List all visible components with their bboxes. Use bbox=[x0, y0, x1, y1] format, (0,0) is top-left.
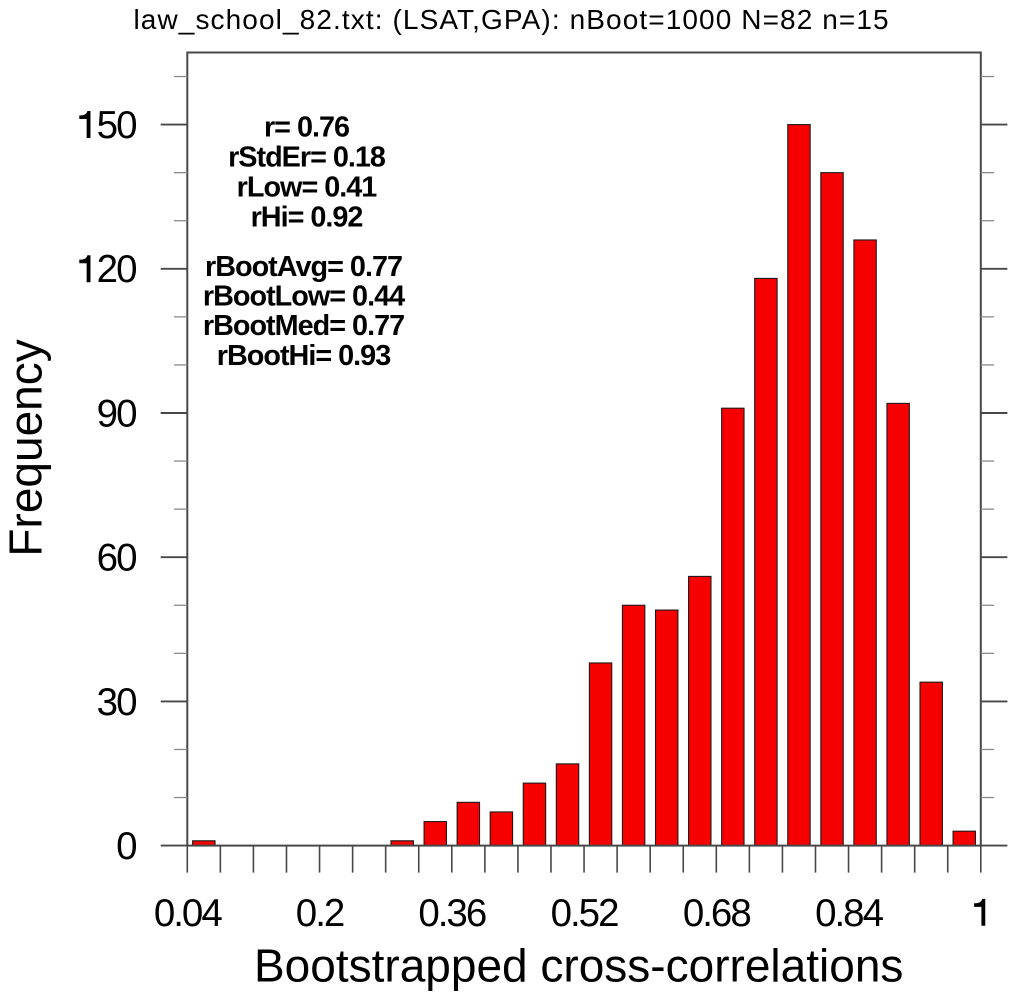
svg-text:rStdEr= 0.18: rStdEr= 0.18 bbox=[228, 141, 386, 173]
svg-text:Bootstrapped cross-correlation: Bootstrapped cross-correlations bbox=[254, 940, 903, 992]
svg-text:law_school_82.txt: (LSAT,GPA):: law_school_82.txt: (LSAT,GPA): nBoot=100… bbox=[133, 4, 889, 35]
svg-text:r= 0.76: r= 0.76 bbox=[264, 111, 349, 143]
svg-text:0.68: 0.68 bbox=[683, 892, 751, 935]
svg-text:rBootMed= 0.77: rBootMed= 0.77 bbox=[203, 310, 404, 342]
svg-text:Frequency: Frequency bbox=[0, 339, 52, 556]
svg-text:90: 90 bbox=[97, 392, 136, 435]
svg-text:rBootLow= 0.44: rBootLow= 0.44 bbox=[203, 281, 405, 313]
svg-text:0.2: 0.2 bbox=[296, 892, 344, 935]
svg-text:50: 50 bbox=[97, 104, 136, 147]
svg-text:0.04: 0.04 bbox=[154, 892, 223, 935]
svg-text:rLow= 0.41: rLow= 0.41 bbox=[237, 171, 378, 203]
svg-text:20: 20 bbox=[97, 248, 136, 291]
svg-text:0: 0 bbox=[116, 825, 136, 868]
svg-text:30: 30 bbox=[97, 681, 136, 724]
svg-text:0.84: 0.84 bbox=[815, 892, 884, 935]
svg-text:60: 60 bbox=[97, 537, 136, 580]
svg-text:rBootAvg= 0.77: rBootAvg= 0.77 bbox=[205, 251, 402, 283]
svg-text:rHi= 0.92: rHi= 0.92 bbox=[251, 201, 363, 233]
svg-text:0.36: 0.36 bbox=[418, 892, 486, 935]
svg-text:0.52: 0.52 bbox=[551, 892, 619, 935]
svg-text:rBootHi= 0.93: rBootHi= 0.93 bbox=[217, 340, 390, 372]
